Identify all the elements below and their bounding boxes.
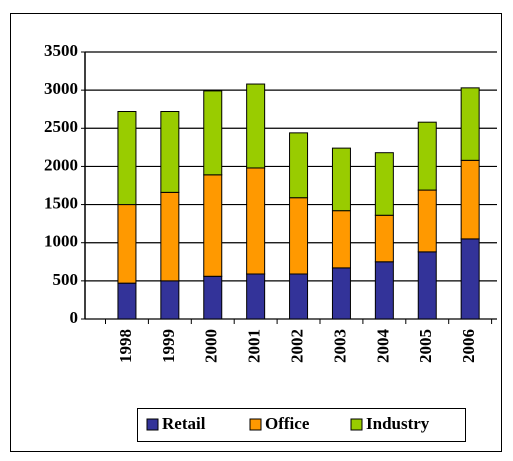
x-tick-label: 2000 (202, 329, 221, 363)
legend-label: Industry (366, 414, 430, 433)
bar-segment (289, 273, 309, 320)
bar-segment (289, 197, 309, 275)
legend-swatch (350, 418, 363, 431)
x-tick-label: 2002 (287, 329, 306, 363)
bar-segment (160, 280, 180, 320)
y-tick-label: 3000 (44, 79, 78, 98)
bar-segment (289, 132, 309, 199)
bar-segment (203, 90, 223, 176)
y-tick-label: 0 (70, 308, 79, 327)
y-tick-label: 1500 (44, 193, 78, 212)
legend-label: Retail (162, 414, 206, 433)
legend-swatch (146, 418, 159, 431)
y-tick-label: 2000 (44, 155, 78, 174)
bar-segment (246, 167, 266, 275)
bar-segment (374, 261, 394, 320)
bar-segment (460, 87, 480, 161)
bar-segment (460, 238, 480, 320)
bar-segment (374, 152, 394, 216)
bar-segment (117, 204, 137, 284)
bar-segment (246, 83, 266, 169)
bar-segment (117, 282, 137, 320)
bar-segment (203, 275, 223, 320)
x-tick-label: 2003 (330, 329, 349, 363)
y-tick-label: 2500 (44, 117, 78, 136)
legend-label: Office (265, 414, 310, 433)
bar-segment (417, 251, 437, 320)
x-tick-label: 2005 (416, 329, 435, 363)
bar-segment (374, 214, 394, 263)
bar-segment (160, 191, 180, 282)
y-tick-label: 1000 (44, 232, 78, 251)
y-tick-label: 500 (53, 270, 79, 289)
bar-segment (417, 121, 437, 191)
bar-segment (331, 267, 351, 320)
bar-segment (417, 189, 437, 253)
x-tick-label: 2004 (373, 329, 392, 364)
bar-segment (331, 147, 351, 212)
y-tick-label: 3500 (44, 41, 78, 60)
x-tick-label: 2001 (245, 329, 264, 363)
legend-box (137, 408, 466, 442)
bar-segment (160, 111, 180, 193)
bar-segment (203, 174, 223, 277)
bar-segment (460, 159, 480, 240)
bar-segment (117, 111, 137, 206)
x-tick-label: 1998 (116, 329, 135, 363)
x-tick-label: 1999 (159, 329, 178, 363)
legend-swatch (249, 418, 262, 431)
bar-segment (331, 210, 351, 269)
bar-segment (246, 273, 266, 320)
x-tick-label: 2006 (459, 329, 478, 363)
